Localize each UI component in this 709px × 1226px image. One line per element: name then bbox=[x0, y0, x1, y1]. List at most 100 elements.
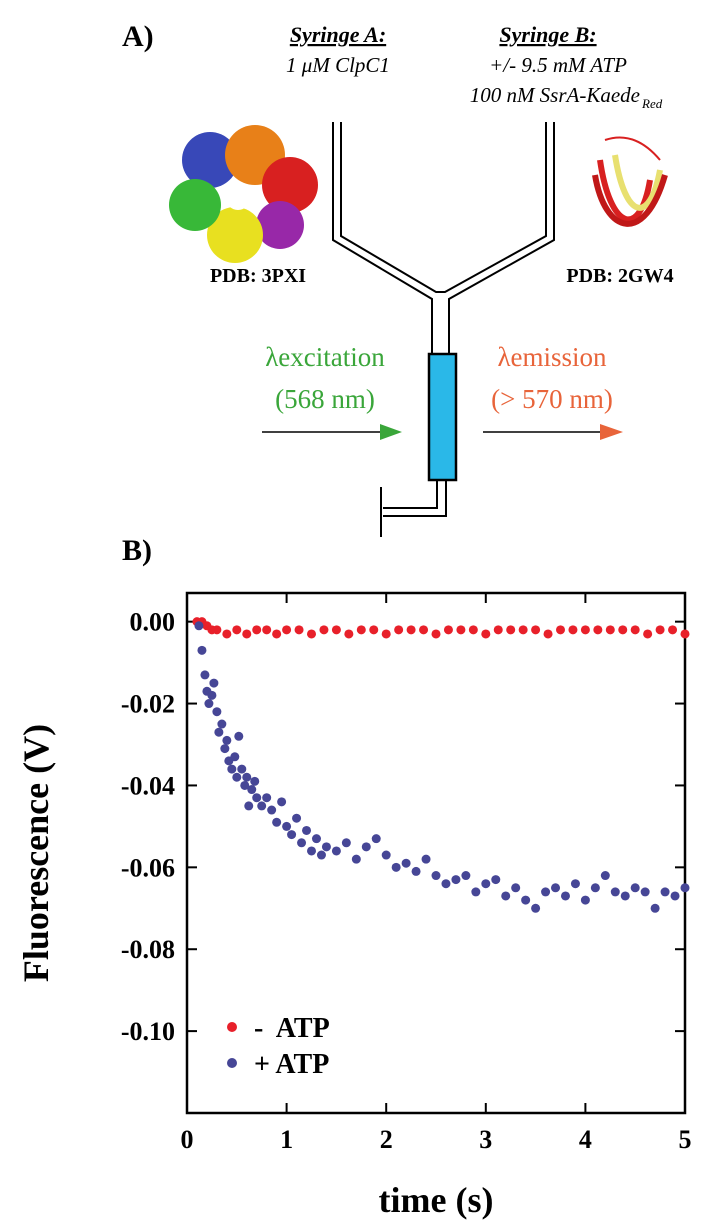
data-point bbox=[230, 752, 240, 762]
data-point bbox=[282, 625, 292, 635]
arrow-head bbox=[600, 424, 623, 440]
arrow-head bbox=[380, 424, 402, 440]
legend-marker bbox=[227, 1022, 237, 1032]
data-point bbox=[451, 875, 461, 885]
data-point bbox=[331, 846, 341, 856]
data-point bbox=[419, 625, 429, 635]
data-point bbox=[307, 629, 316, 639]
legend-marker bbox=[227, 1058, 237, 1068]
data-point bbox=[456, 625, 466, 635]
syringe-content: 100 nM SsrA-Kaede bbox=[470, 83, 640, 107]
protein-3pxi bbox=[169, 125, 318, 263]
data-point bbox=[369, 625, 379, 635]
data-point bbox=[471, 887, 481, 897]
data-point bbox=[568, 625, 578, 635]
data-point bbox=[214, 727, 224, 737]
y-tick-label: -0.02 bbox=[121, 690, 175, 719]
x-axis-title: time (s) bbox=[379, 1180, 494, 1220]
data-point bbox=[491, 875, 501, 885]
data-point bbox=[282, 821, 292, 831]
x-tick-label: 0 bbox=[181, 1125, 194, 1154]
data-point bbox=[511, 883, 521, 893]
data-point bbox=[204, 699, 214, 709]
y-tick-label: -0.06 bbox=[121, 853, 175, 882]
data-point bbox=[406, 625, 416, 635]
data-point bbox=[570, 879, 580, 889]
x-tick-label: 3 bbox=[479, 1125, 492, 1154]
data-point bbox=[443, 625, 453, 635]
data-point bbox=[341, 838, 351, 848]
data-point bbox=[610, 887, 620, 897]
data-point bbox=[531, 903, 541, 913]
data-point bbox=[212, 625, 222, 635]
excitation-label: λexcitation bbox=[265, 342, 385, 372]
data-point bbox=[351, 854, 361, 864]
chart: 0.00 -0.02 -0.04 -0.06 -0.08 -0.10 0 1 2 3 4 5 time … bbox=[16, 591, 692, 1220]
data-point bbox=[267, 805, 277, 815]
panel-label: A) bbox=[122, 20, 154, 53]
data-point bbox=[212, 707, 222, 717]
data-point bbox=[506, 625, 516, 635]
data-point bbox=[541, 887, 551, 897]
data-point bbox=[618, 625, 628, 635]
data-point bbox=[650, 903, 660, 913]
data-point bbox=[394, 625, 404, 635]
data-point bbox=[680, 629, 690, 639]
syringe-content: +/- 9.5 mM ATP bbox=[489, 53, 627, 77]
flow-cell bbox=[332, 122, 555, 537]
data-point bbox=[600, 871, 610, 881]
pdb-label: PDB: 2GW4 bbox=[566, 265, 673, 287]
panel-label: B) bbox=[122, 534, 152, 567]
data-point bbox=[252, 793, 262, 803]
legend-label: + ATP bbox=[254, 1049, 329, 1080]
data-point bbox=[209, 678, 219, 688]
x-tick-label: 2 bbox=[380, 1125, 393, 1154]
data-point bbox=[593, 625, 603, 635]
data-point bbox=[391, 862, 401, 872]
emission-wavelength: (> 570 nm) bbox=[491, 384, 613, 414]
data-point bbox=[501, 891, 511, 901]
y-tick-label: 0.00 bbox=[130, 608, 176, 637]
data-point bbox=[250, 776, 260, 786]
data-point bbox=[272, 629, 282, 639]
data-point bbox=[319, 625, 329, 635]
data-point bbox=[356, 625, 366, 635]
data-point bbox=[234, 731, 244, 741]
data-point bbox=[431, 629, 441, 639]
data-point bbox=[493, 625, 503, 635]
data-point bbox=[232, 625, 242, 635]
data-point bbox=[307, 846, 316, 856]
syringe-title: Syringe B: bbox=[499, 22, 596, 47]
data-point bbox=[252, 625, 262, 635]
y-tick-label: -0.10 bbox=[121, 1017, 175, 1046]
emission-label: λemission bbox=[497, 342, 607, 372]
data-point bbox=[461, 871, 471, 881]
x-tick-label: 1 bbox=[280, 1125, 293, 1154]
data-point bbox=[371, 834, 381, 844]
data-point bbox=[655, 625, 665, 635]
data-point bbox=[531, 625, 541, 635]
data-point bbox=[197, 645, 207, 655]
data-point bbox=[580, 625, 590, 635]
data-point bbox=[237, 764, 247, 774]
data-point bbox=[431, 871, 441, 881]
data-point bbox=[381, 850, 391, 860]
data-point bbox=[242, 772, 252, 782]
data-point bbox=[311, 834, 321, 844]
data-point bbox=[560, 891, 570, 901]
data-point bbox=[321, 842, 331, 852]
excitation-wavelength: (568 nm) bbox=[275, 384, 375, 414]
data-point bbox=[247, 785, 257, 795]
y-tick-label: -0.04 bbox=[121, 771, 175, 800]
data-point bbox=[670, 891, 680, 901]
data-point bbox=[262, 625, 272, 635]
x-tick-label: 5 bbox=[679, 1125, 692, 1154]
data-point bbox=[277, 797, 287, 807]
data-point bbox=[580, 895, 590, 905]
data-point bbox=[257, 801, 267, 811]
data-point bbox=[331, 625, 341, 635]
data-point bbox=[292, 813, 302, 823]
data-point bbox=[220, 744, 230, 754]
data-point bbox=[272, 817, 282, 827]
